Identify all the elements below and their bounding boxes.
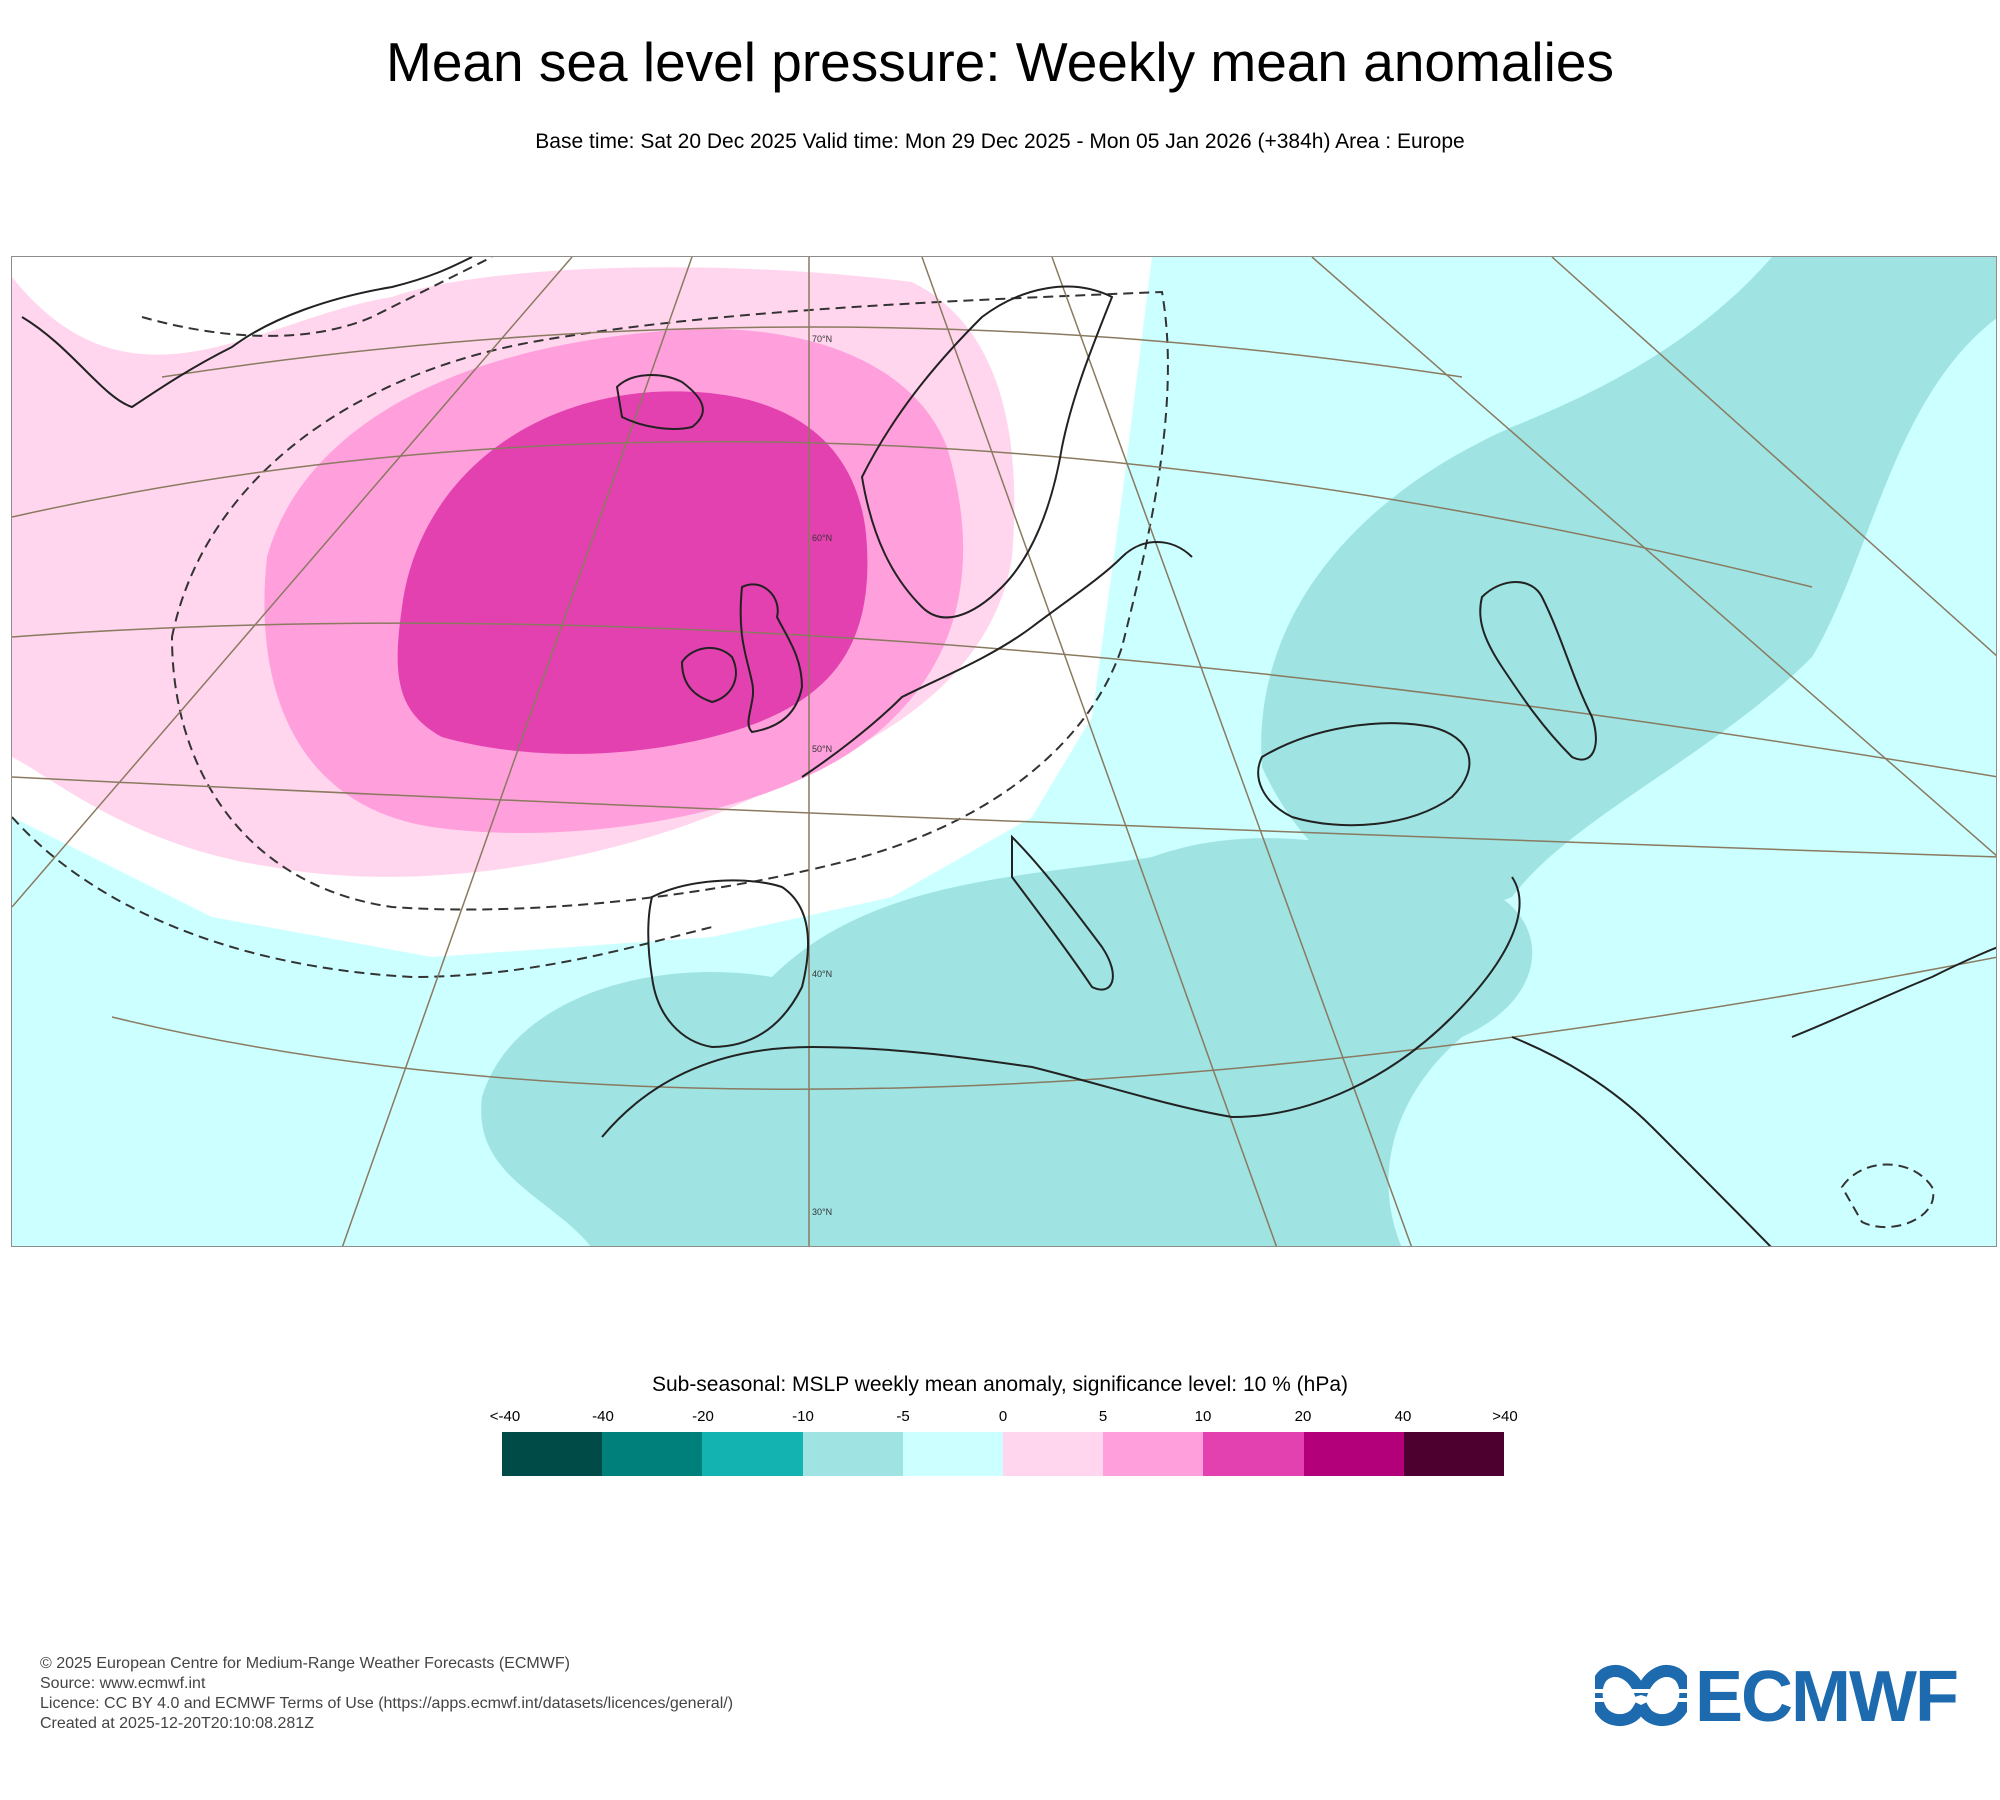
map-canvas: 70°N 60°N 50°N 40°N 30°N (12, 257, 1996, 1246)
meridian-10e (921, 257, 1278, 1246)
graticule (12, 257, 1996, 1246)
legend-swatch (1203, 1432, 1304, 1476)
meridian-20w (12, 257, 573, 908)
ecmwf-logo-text: ECMWF (1695, 1657, 1959, 1737)
coast-iceland (615, 374, 704, 430)
lat-label-60n: 60°N (812, 533, 832, 543)
anomaly-fields (12, 257, 1996, 1246)
meridian-20e (1051, 257, 1413, 1246)
meridian-40e (1551, 257, 1996, 657)
coast-persian-gulf (1791, 946, 1996, 1038)
ecmwf-logo: ECMWF (1595, 1657, 1970, 1737)
legend-swatch (1403, 1432, 1505, 1476)
legend-tick: 20 (1294, 1408, 1312, 1425)
footer-copyright: © 2025 European Centre for Medium-Range … (40, 1655, 570, 1672)
positive-anomaly-20 (397, 391, 868, 754)
chart-subtitle: Base time: Sat 20 Dec 2025 Valid time: M… (535, 130, 1465, 153)
coast-red-sea (1511, 1036, 1772, 1246)
coast-ireland (680, 646, 737, 704)
latitude-70n (161, 326, 1463, 378)
coast-north-africa (601, 876, 1521, 1138)
legend-tick: -20 (692, 1408, 714, 1425)
coast-iberia (647, 879, 809, 1049)
legend-colorbar (502, 1432, 1505, 1476)
legend-swatch (802, 1432, 903, 1476)
significance-contour-atlantic-south (12, 816, 713, 979)
legend-tick: -5 (896, 1408, 910, 1425)
legend-swatch (902, 1432, 1004, 1476)
meridian-30e (1311, 257, 1996, 857)
legend-swatch (602, 1432, 703, 1476)
legend-swatch (1303, 1432, 1404, 1476)
lat-label-70n: 70°N (812, 334, 832, 344)
coast-greenland (21, 257, 473, 409)
significance-contour-north-atlantic (170, 290, 1169, 911)
lat-label-30n: 30°N (812, 1207, 832, 1217)
negative-anomaly-northeast (1261, 257, 1996, 910)
negative-anomaly-caucasus (1452, 772, 1572, 874)
coast-scandinavia (860, 285, 1114, 619)
coast-caspian-sea (1479, 581, 1597, 761)
legend-tick: 40 (1394, 1408, 1412, 1425)
latitude-60n (12, 440, 1813, 588)
coast-italy (1011, 834, 1114, 991)
legend-tick: <-40 (489, 1408, 521, 1425)
legend-tick: 0 (998, 1408, 1008, 1425)
legend-swatch (502, 1432, 603, 1476)
legend-tick: -10 (792, 1408, 814, 1425)
coast-great-britain (739, 583, 804, 734)
footer-created: Created at 2025-12-20T20:10:08.281Z (40, 1715, 314, 1732)
legend-swatch (1103, 1432, 1204, 1476)
legend-tick: 10 (1194, 1408, 1212, 1425)
coast-black-sea (1257, 722, 1471, 827)
lat-label-50n: 50°N (812, 744, 832, 754)
latitude-40n (12, 776, 1996, 858)
latitude-labels: 70°N 60°N 50°N 40°N 30°N (812, 334, 832, 1217)
latitude-50n (12, 622, 1996, 778)
legend-swatch (1003, 1432, 1104, 1476)
negative-anomaly-mediterranean (481, 838, 1533, 1246)
chart-title: Mean sea level pressure: Weekly mean ano… (386, 31, 1614, 93)
legend-title: Sub-seasonal: MSLP weekly mean anomaly, … (651, 1373, 1349, 1396)
footer-licence: Licence: CC BY 4.0 and ECMWF Terms of Us… (40, 1695, 734, 1712)
legend-tick: 5 (1098, 1408, 1108, 1425)
significance-contour-middle-east (1840, 1163, 1935, 1228)
legend-tick: -40 (592, 1408, 614, 1425)
coastlines (21, 257, 1996, 1246)
lat-label-40n: 40°N (812, 969, 832, 979)
ecmwf-logo-mark (1595, 1665, 1687, 1727)
latitude-30n (111, 956, 1996, 1090)
legend-tick: >40 (1492, 1408, 1518, 1425)
coast-continental-europe (801, 541, 1193, 778)
footer-source: Source: www.ecmwf.int (40, 1675, 206, 1692)
significance-contours (12, 257, 1935, 1228)
anomaly-map[interactable]: 70°N 60°N 50°N 40°N 30°N (11, 256, 1997, 1247)
legend-swatch (702, 1432, 803, 1476)
copyright-footer: © 2025 European Centre for Medium-Range … (40, 1654, 733, 1734)
